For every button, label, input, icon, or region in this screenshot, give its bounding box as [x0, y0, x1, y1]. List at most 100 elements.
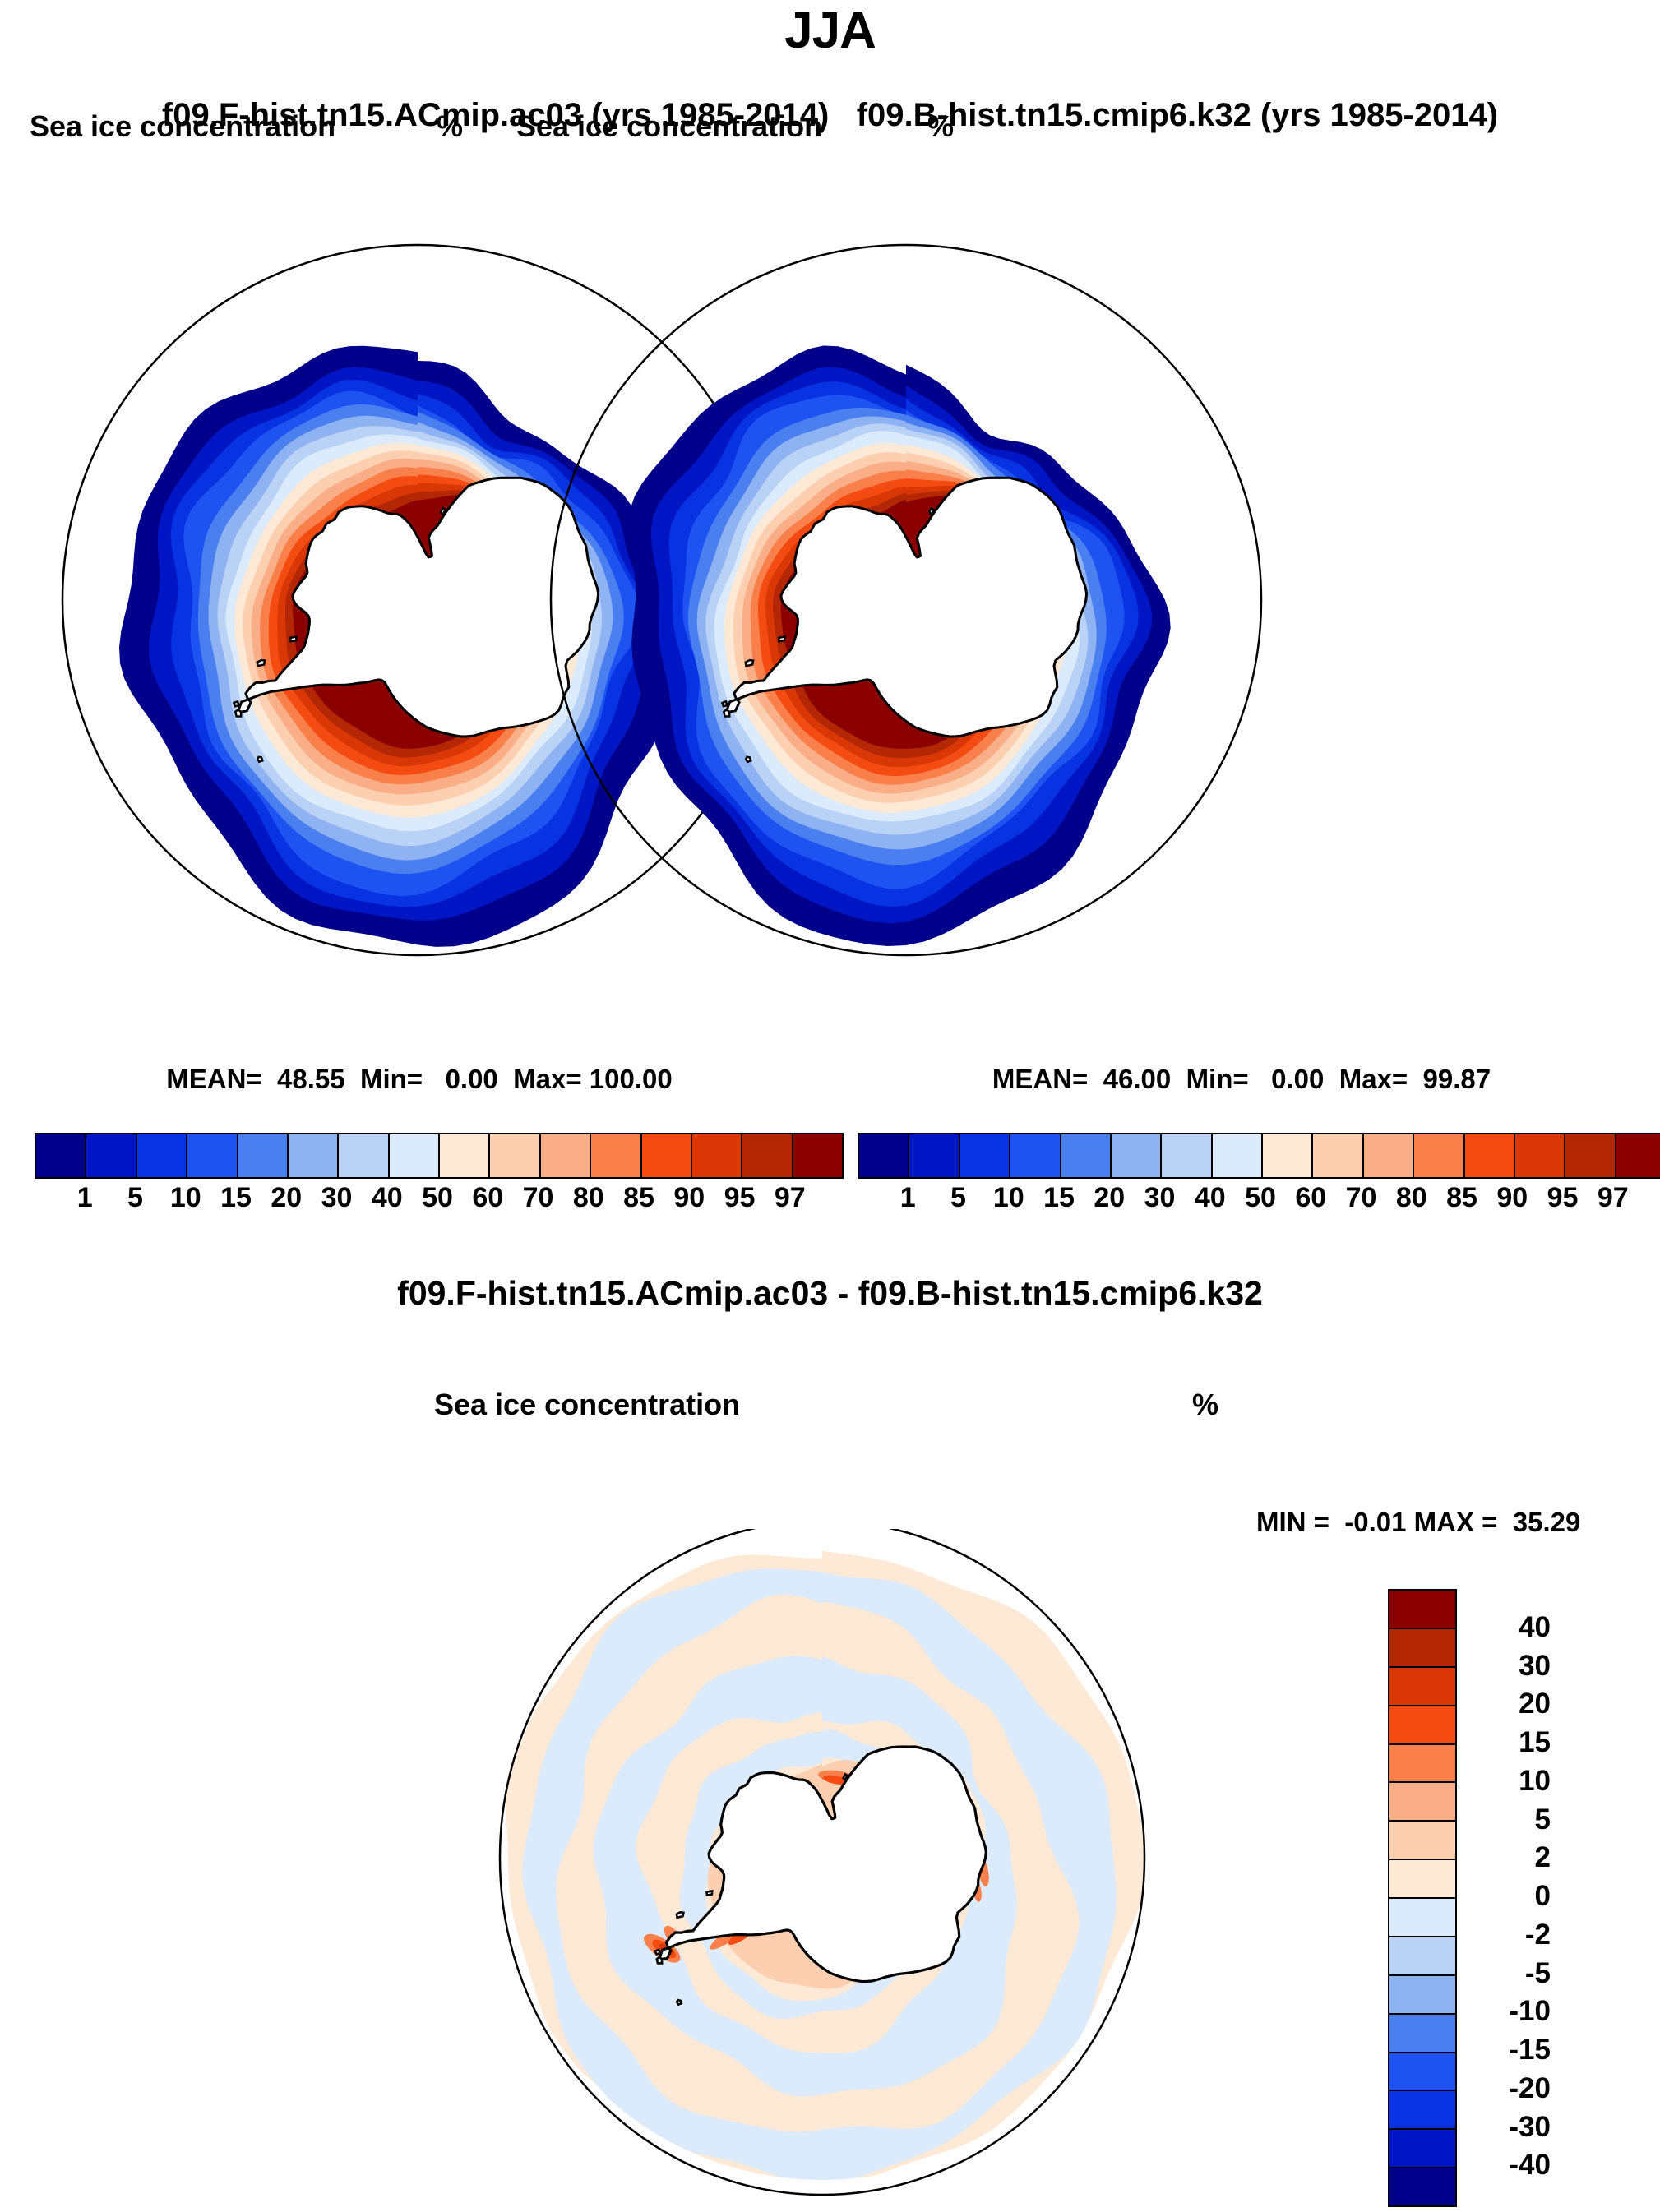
colorbar-cell	[238, 1134, 289, 1177]
island-outline	[289, 635, 298, 643]
colorbar-tick-label: -5	[1524, 1956, 1551, 1989]
colorbar-cell	[909, 1134, 960, 1177]
difference-variable-label: Sea ice concentration	[434, 1388, 741, 1421]
island-outline	[256, 658, 266, 667]
colorbar-cell	[1616, 1134, 1660, 1177]
colorbar-cell	[1363, 1134, 1415, 1177]
colorbar-cell	[1414, 1134, 1465, 1177]
colorbar-tick-label: 80	[572, 1182, 604, 1213]
colorbar-cell	[1389, 1744, 1455, 1784]
colorbar-cell	[793, 1134, 842, 1177]
colorbar-tick-label: 30	[1144, 1182, 1176, 1213]
colorbar-tick-label: 10	[1519, 1764, 1551, 1797]
colorbar-tick-label: 15	[220, 1182, 252, 1213]
colorbar-cell	[1111, 1134, 1163, 1177]
colorbar-cell	[1212, 1134, 1263, 1177]
colorbar-tick-label: 20	[271, 1182, 303, 1213]
island-outline	[675, 1998, 683, 2007]
colorbar-cell	[641, 1134, 692, 1177]
difference-units-label: %	[1192, 1388, 1219, 1421]
colorbar-tick-label: 90	[673, 1182, 705, 1213]
difference-colorbar-labels: 40 30 20 15 10 5 2 0 -2 -5 -10 -15 -20 -30 -40	[1455, 1589, 1587, 2207]
colorbar-cell	[859, 1134, 910, 1177]
colorbar-tick-label: -40	[1509, 2149, 1551, 2182]
colorbar-cell	[389, 1134, 440, 1177]
map-boundary-circle	[549, 243, 1263, 957]
difference-field	[506, 1550, 1144, 2180]
colorbar-tick-label: 1	[76, 1182, 93, 1213]
colorbar-tick-label: 85	[623, 1182, 654, 1213]
colorbar-cell	[591, 1134, 642, 1177]
right-panel-stats: MEAN= 46.00 Min= 0.00 Max= 99.87	[992, 1064, 1491, 1094]
colorbar-tick-label: 40	[1519, 1610, 1551, 1643]
right-colorbar	[858, 1133, 1660, 1179]
colorbar-cell	[1389, 2014, 1455, 2053]
colorbar-tick-label: 30	[321, 1182, 353, 1213]
colorbar-cell	[1389, 2130, 1455, 2169]
colorbar-tick-label: 20	[1094, 1182, 1126, 1213]
colorbar-cell	[1162, 1134, 1213, 1177]
colorbar-tick-label: 50	[422, 1182, 453, 1213]
colorbar-cell	[540, 1134, 592, 1177]
colorbar-tick-label: 20	[1519, 1688, 1551, 1720]
season-title: JJA	[784, 2, 876, 59]
island-outline	[744, 755, 752, 764]
island-outline	[654, 1948, 662, 1956]
island-outline	[232, 700, 241, 708]
difference-colorbar	[1388, 1589, 1457, 2207]
colorbar-cell	[1389, 1667, 1455, 1706]
island-outline	[927, 506, 936, 516]
colorbar-cell	[1389, 1937, 1455, 1976]
colorbar-cell	[742, 1134, 793, 1177]
ice-concentration-field	[119, 345, 674, 947]
left-panel-stats: MEAN= 48.55 Min= 0.00 Max= 100.00	[166, 1064, 673, 1094]
colorbar-cell	[691, 1134, 743, 1177]
colorbar-tick-label: -15	[1509, 2034, 1551, 2066]
colorbar-cell	[1389, 1783, 1455, 1822]
colorbar-tick-label: 2	[1534, 1841, 1551, 1874]
colorbar-tick-label: 95	[724, 1182, 756, 1213]
colorbar-cell	[490, 1134, 541, 1177]
antarctica-coastline	[236, 476, 600, 738]
colorbar-cell	[1389, 1975, 1455, 2015]
island-outline	[234, 709, 243, 718]
colorbar-cell	[1565, 1134, 1616, 1177]
colorbar-cell	[1061, 1134, 1112, 1177]
difference-minmax-label: MIN = -0.01 MAX = 35.29	[1256, 1507, 1581, 1537]
colorbar-cell	[1389, 2091, 1455, 2131]
antarctica-coastline	[724, 476, 1089, 738]
colorbar-tick-label: 95	[1547, 1182, 1579, 1213]
colorbar-cell	[288, 1134, 340, 1177]
island-outline	[705, 1889, 714, 1896]
colorbar-tick-label: 70	[1345, 1182, 1377, 1213]
colorbar-cell	[136, 1134, 188, 1177]
colorbar-tick-label: 80	[1395, 1182, 1427, 1213]
island-outline	[744, 658, 755, 667]
colorbar-cell	[440, 1134, 491, 1177]
ice-concentration-field	[627, 345, 1171, 946]
colorbar-tick-label: 85	[1446, 1182, 1477, 1213]
colorbar-tick-label: 97	[1597, 1182, 1629, 1213]
colorbar-cell	[1389, 1591, 1455, 1629]
island-outline	[256, 755, 264, 764]
colorbar-tick-label: 40	[371, 1182, 403, 1213]
colorbar-cell	[1514, 1134, 1566, 1177]
colorbar-tick-label: 1	[899, 1182, 916, 1213]
colorbar-tick-label: 97	[774, 1182, 806, 1213]
left-panel-units-label: %	[437, 109, 464, 143]
colorbar-cell	[86, 1134, 137, 1177]
colorbar-cell	[187, 1134, 238, 1177]
difference-title: f09.F-hist.tn15.ACmip.ac03 - f09.B-hist.…	[397, 1274, 1263, 1312]
difference-map	[498, 1529, 1146, 2196]
right-panel-variable-label: Sea ice concentration	[516, 109, 823, 143]
colorbar-cell	[1263, 1134, 1314, 1177]
colorbar-tick-label: 60	[1295, 1182, 1327, 1213]
right-map	[549, 243, 1263, 957]
left-colorbar	[35, 1133, 844, 1179]
colorbar-cell	[1389, 1822, 1455, 1861]
island-outline	[722, 709, 731, 718]
colorbar-tick-label: -2	[1524, 1918, 1551, 1951]
island-outline	[675, 1910, 685, 1919]
colorbar-cell	[1389, 1706, 1455, 1745]
colorbar-tick-label: 30	[1519, 1649, 1551, 1682]
